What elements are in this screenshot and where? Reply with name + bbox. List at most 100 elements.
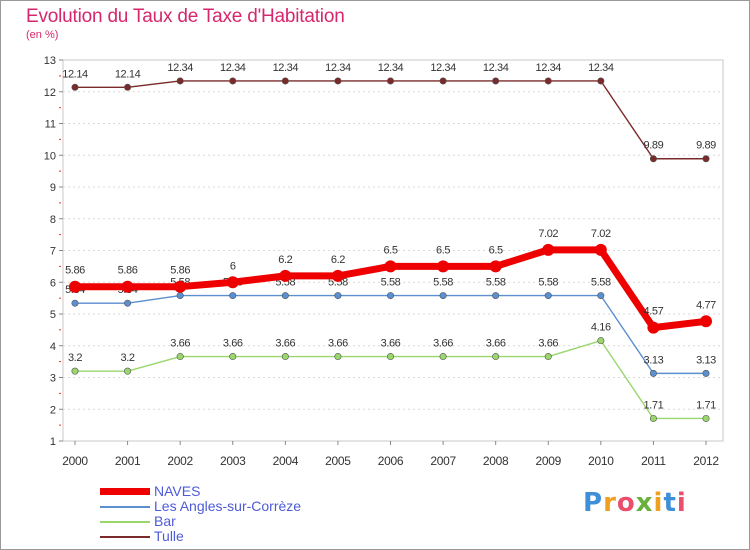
y-tick-label: 5 xyxy=(50,309,56,321)
data-point xyxy=(702,369,710,377)
x-tick-label: 2012 xyxy=(693,454,719,468)
data-point xyxy=(229,292,237,300)
data-label: 3.66 xyxy=(170,338,190,350)
data-label: 12.14 xyxy=(62,68,88,80)
data-point xyxy=(281,353,289,361)
data-point xyxy=(386,292,394,300)
data-point xyxy=(71,299,79,307)
data-point xyxy=(124,367,132,375)
data-point xyxy=(700,315,712,328)
y-tick-label: 2 xyxy=(50,404,56,416)
x-tick-label: 2001 xyxy=(115,454,141,468)
data-label: 1.71 xyxy=(644,399,664,411)
data-label: 5.86 xyxy=(65,265,85,277)
x-tick-label: 2010 xyxy=(588,454,614,468)
data-label: 12.34 xyxy=(430,62,456,74)
data-label: 12.34 xyxy=(325,62,351,74)
data-label: 3.13 xyxy=(644,354,664,366)
data-point xyxy=(229,353,237,361)
data-label: 6.5 xyxy=(383,244,397,256)
data-point xyxy=(439,292,447,300)
data-point xyxy=(69,280,81,293)
data-point xyxy=(489,260,502,273)
logo-letter: o xyxy=(616,488,636,518)
data-label: 12.34 xyxy=(167,62,193,74)
data-label: 5.58 xyxy=(328,277,348,289)
legend-swatch xyxy=(100,535,150,538)
data-point xyxy=(437,260,450,273)
data-point xyxy=(492,292,500,300)
legend-swatch xyxy=(100,505,150,508)
data-label: 5.58 xyxy=(486,277,506,289)
data-point xyxy=(71,367,79,375)
series-line-bar xyxy=(75,339,706,420)
data-point xyxy=(597,77,605,85)
x-tick-label: 2003 xyxy=(220,454,246,468)
data-point xyxy=(124,83,132,91)
data-point xyxy=(544,77,552,85)
data-label: 3.66 xyxy=(486,338,506,350)
data-label: 3.2 xyxy=(121,352,135,364)
data-point xyxy=(647,321,660,334)
logo-letter: x xyxy=(635,488,654,518)
data-label: 3.66 xyxy=(433,338,453,350)
data-point xyxy=(334,77,342,85)
data-point xyxy=(71,83,79,91)
data-label: 12.14 xyxy=(115,68,141,80)
y-tick-label: 9 xyxy=(50,182,56,194)
data-label: 3.66 xyxy=(223,338,243,350)
data-label: 7.02 xyxy=(591,228,611,240)
data-label: 1.71 xyxy=(696,399,716,411)
y-tick-label: 1 xyxy=(50,436,56,448)
data-point xyxy=(281,77,289,85)
data-point xyxy=(702,414,710,422)
y-tick-label: 7 xyxy=(50,246,56,258)
y-tick-label: 8 xyxy=(50,214,56,226)
data-point xyxy=(384,260,397,273)
legend-label: Bar xyxy=(154,513,176,529)
data-label: 5.58 xyxy=(538,277,558,289)
chart-subtitle: (en %) xyxy=(26,29,59,41)
data-label: 12.34 xyxy=(378,62,404,74)
data-point xyxy=(386,353,394,361)
legend-item: Tulle xyxy=(100,529,301,544)
data-label: 9.89 xyxy=(696,140,716,152)
data-label: 6.2 xyxy=(331,254,345,266)
data-label: 4.77 xyxy=(696,299,716,311)
x-tick-label: 2005 xyxy=(325,454,351,468)
logo-letter: i xyxy=(676,488,687,518)
data-label: 3.13 xyxy=(696,354,716,366)
y-tick-label: 11 xyxy=(45,119,56,131)
x-tick-label: 2007 xyxy=(430,454,456,468)
data-label: 5.58 xyxy=(591,277,611,289)
data-point xyxy=(649,369,657,377)
data-point xyxy=(597,337,605,345)
x-tick-label: 2011 xyxy=(641,454,666,468)
legend-swatch xyxy=(100,520,150,523)
data-label: 5.86 xyxy=(118,265,138,277)
data-point xyxy=(702,155,710,163)
y-tick-label: 4 xyxy=(50,341,56,353)
data-label: 7.02 xyxy=(538,228,558,240)
data-label: 3.66 xyxy=(381,338,401,350)
y-tick-label: 6 xyxy=(50,277,56,289)
y-tick-label: 3 xyxy=(50,373,56,385)
x-tick-label: 2004 xyxy=(273,454,299,468)
data-label: 6.5 xyxy=(489,244,503,256)
data-label: 3.66 xyxy=(538,338,558,350)
data-label: 12.34 xyxy=(220,62,246,74)
data-point xyxy=(226,276,239,289)
data-label: 5.58 xyxy=(381,277,401,289)
x-tick-label: 2006 xyxy=(378,454,404,468)
logo-letter: t xyxy=(663,488,677,518)
data-label: 9.89 xyxy=(644,140,664,152)
data-label: 4.57 xyxy=(644,306,664,318)
legend-item: Les Angles-sur-Corrèze xyxy=(100,499,301,514)
data-point xyxy=(176,353,184,361)
data-label: 12.34 xyxy=(588,62,614,74)
data-point xyxy=(386,77,394,85)
x-tick-label: 2009 xyxy=(536,454,562,468)
data-label: 4.16 xyxy=(591,322,611,334)
series-line-les-angles-sur-corr-ze xyxy=(75,294,706,375)
data-point xyxy=(174,280,187,293)
